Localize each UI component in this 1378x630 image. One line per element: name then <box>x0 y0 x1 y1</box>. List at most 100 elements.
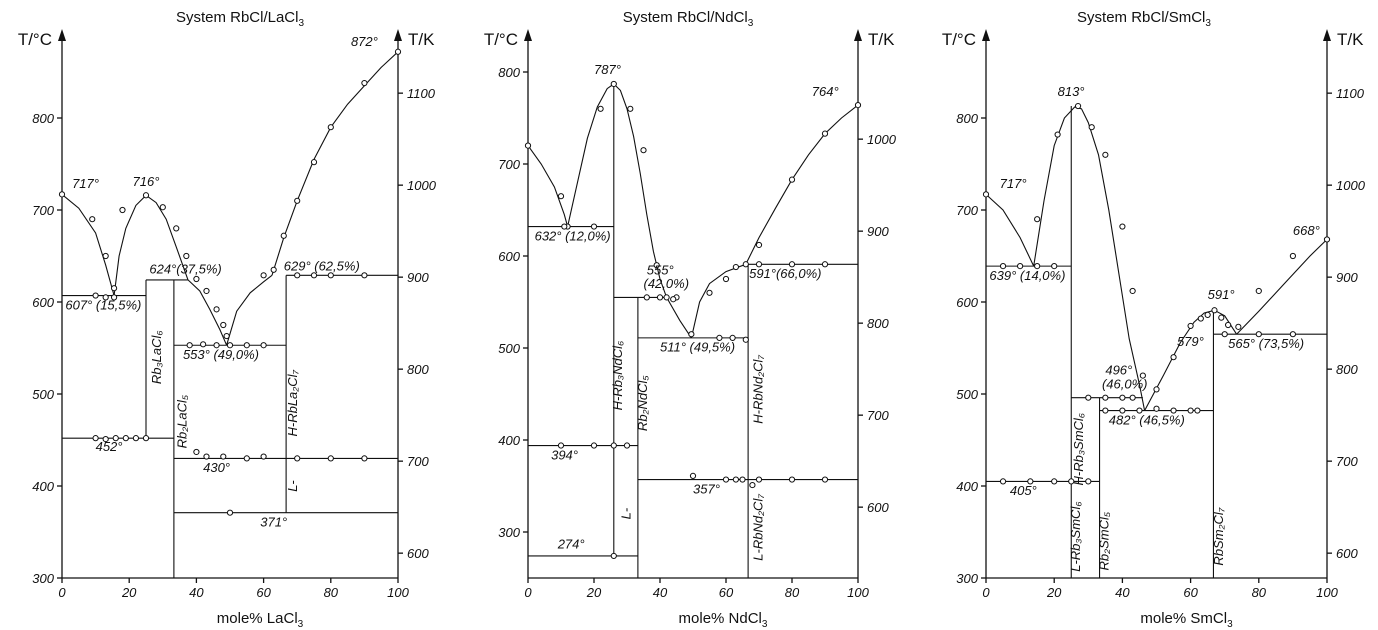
data-point <box>213 342 220 349</box>
data-point <box>1255 287 1262 295</box>
temperature-annotation: 555° <box>647 262 674 277</box>
y-tick-label-celsius: 800 <box>956 111 978 126</box>
data-point <box>749 481 756 489</box>
y-tick-label-kelvin: 900 <box>867 224 889 239</box>
x-axis-label-main: mole% LaCl <box>217 610 298 627</box>
y-tick-label-kelvin: 600 <box>407 546 429 561</box>
temperature-annotation: 579° <box>1177 334 1204 349</box>
y-tick-label-celsius: 500 <box>498 341 520 356</box>
data-point <box>92 435 99 442</box>
data-point <box>1139 372 1146 379</box>
data-point <box>203 453 210 460</box>
data-point <box>142 435 150 442</box>
data-point <box>361 455 368 462</box>
x-axis-label: mole% NdCl3 <box>679 610 768 630</box>
y-tick-label-kelvin: 700 <box>407 454 429 469</box>
data-point <box>327 124 334 131</box>
data-point <box>1051 263 1058 270</box>
phase-label: Rb₂NdCl₅ <box>635 375 650 431</box>
y-axis-left-arrow <box>58 29 66 41</box>
y-tick-label-celsius: 300 <box>956 571 978 586</box>
chart-title: System RbCl/SmCl3 <box>1077 9 1211 29</box>
y-axis-left-arrow <box>982 29 990 41</box>
x-tick-label: 40 <box>653 585 668 600</box>
y-axis-label-kelvin: T/K <box>1337 30 1364 49</box>
y-tick-label-celsius: 700 <box>498 157 520 172</box>
y-tick-label-celsius: 500 <box>956 387 978 402</box>
data-point <box>1119 407 1126 414</box>
data-point <box>294 272 301 279</box>
data-point <box>1129 287 1136 295</box>
data-point <box>999 478 1007 485</box>
data-point <box>1102 407 1109 414</box>
y-tick-label-celsius: 700 <box>956 203 978 218</box>
data-point <box>670 296 677 303</box>
x-tick-label: 80 <box>324 585 339 600</box>
x-axis-label-main: mole% NdCl <box>679 610 762 627</box>
data-point <box>159 204 166 211</box>
liquidus-curve <box>690 263 746 339</box>
data-point <box>394 48 402 55</box>
data-point <box>627 105 634 112</box>
temperature-annotation: 764° <box>812 84 839 99</box>
temperature-annotation: 357° <box>693 481 720 496</box>
phase-label: Rb₃LaCl₆ <box>149 330 164 385</box>
y-axis-label-celsius: T/°C <box>18 30 52 49</box>
data-point <box>1034 263 1041 270</box>
data-point <box>597 105 604 112</box>
data-point <box>270 266 277 273</box>
data-point <box>260 342 267 349</box>
data-point <box>854 102 862 109</box>
data-point <box>243 342 250 349</box>
data-point <box>1034 216 1041 223</box>
temperature-annotation: 553° (49,0%) <box>183 347 259 362</box>
temperature-annotation: 394° <box>551 447 578 462</box>
data-point <box>1289 331 1297 338</box>
chart-title-sub: 3 <box>1205 18 1211 29</box>
data-point <box>203 287 210 295</box>
temperature-annotation: 405° <box>1010 483 1037 498</box>
data-point <box>110 294 118 301</box>
liquidus-curve <box>1236 239 1328 335</box>
y-tick-label-kelvin: 700 <box>1336 454 1358 469</box>
temperature-annotation: 624° <box>149 261 176 276</box>
data-point <box>788 261 796 268</box>
x-tick-label: 60 <box>1183 585 1198 600</box>
temperature-annotation: 716° <box>133 174 160 189</box>
data-point <box>102 435 109 443</box>
temperature-annotation: 371° <box>260 514 287 529</box>
y-axis-right-arrow <box>394 29 402 41</box>
y-tick-label-kelvin: 700 <box>867 408 889 423</box>
x-axis-label: mole% SmCl3 <box>1140 610 1233 630</box>
y-tick-label-kelvin: 1000 <box>1336 178 1366 193</box>
data-point <box>220 321 227 329</box>
y-tick-label-kelvin: 1100 <box>407 86 436 101</box>
temperature-annotation: 813° <box>1058 84 1085 99</box>
data-point <box>722 275 730 283</box>
data-point <box>610 552 617 560</box>
x-tick-label: 20 <box>1046 585 1062 600</box>
data-point <box>653 262 660 269</box>
temperature-annotation: 591° <box>1208 287 1235 302</box>
data-point <box>58 191 66 198</box>
x-tick-label: 0 <box>982 585 990 600</box>
data-point <box>220 453 227 460</box>
x-axis-label-main: mole% SmCl <box>1140 610 1227 627</box>
y-tick-label-celsius: 500 <box>32 387 54 402</box>
data-point <box>1289 252 1297 260</box>
liquidus-curve <box>187 279 228 346</box>
data-point <box>200 341 207 348</box>
data-point <box>1221 331 1228 338</box>
x-tick-label: 20 <box>121 585 137 600</box>
data-point <box>1235 323 1242 330</box>
temperature-annotation: 496° <box>1105 363 1132 378</box>
data-point <box>1068 478 1075 485</box>
x-tick-label: 40 <box>1115 585 1130 600</box>
liquidus-curve <box>567 83 668 298</box>
data-point <box>1119 394 1126 401</box>
liquidus-curve <box>1033 106 1146 411</box>
data-point <box>310 159 318 166</box>
data-point <box>640 147 647 154</box>
phase-label: RbSm₂Cl₇ <box>1211 507 1226 565</box>
data-point <box>1102 151 1109 158</box>
